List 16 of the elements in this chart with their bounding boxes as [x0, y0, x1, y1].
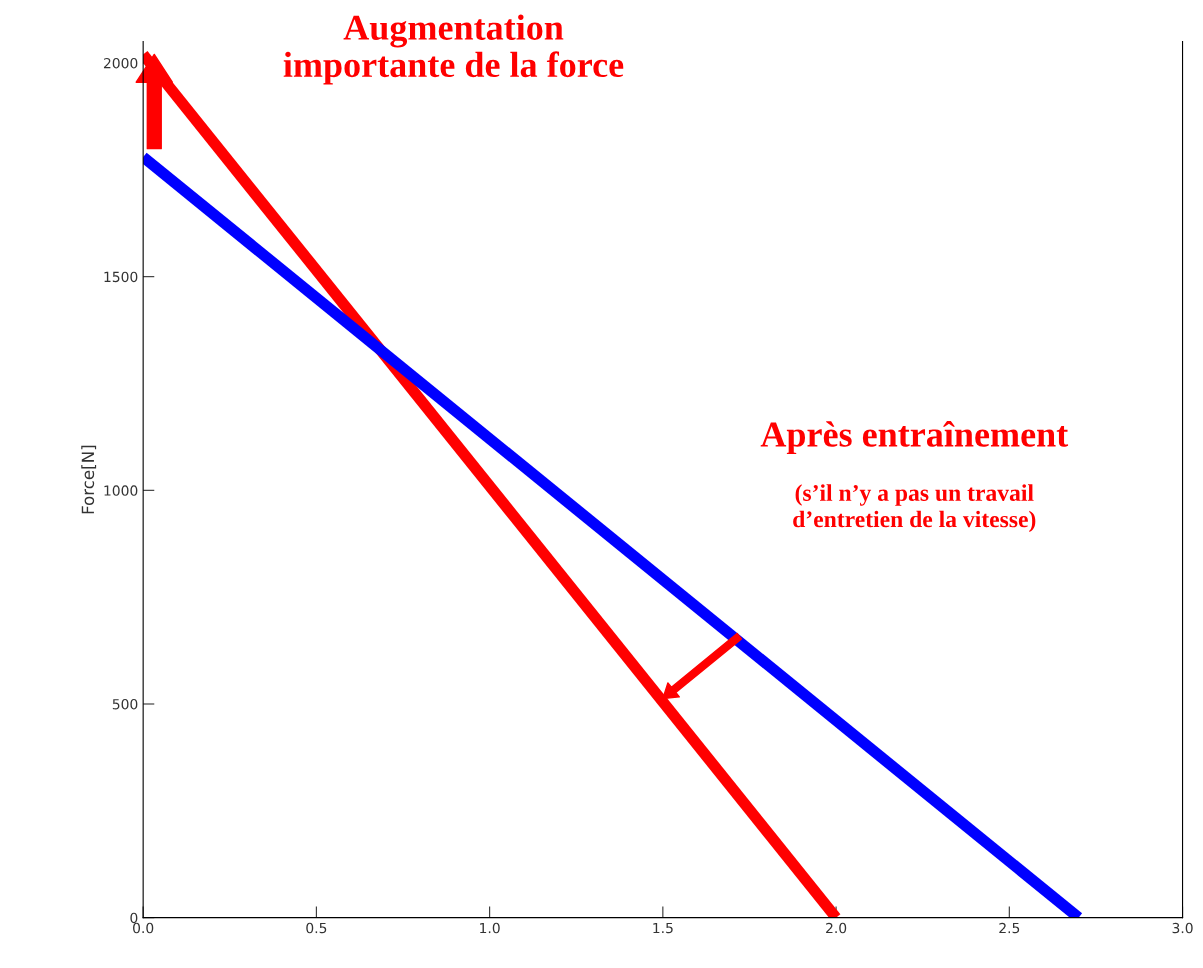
annotation: (s’il n’y a pas un travail d’entretien de la vitesse)	[793, 484, 1036, 533]
y-tick-label: 0	[130, 912, 138, 924]
y-tick-label: 2000	[103, 57, 138, 69]
y-axis-title: Force[N]	[81, 445, 97, 514]
x-tick-label: 3.0	[1172, 922, 1193, 934]
annotation: Augmentation importante de la force	[283, 14, 624, 85]
y-tick-label: 1500	[104, 271, 138, 283]
y-tick-label: 500	[112, 698, 138, 710]
x-tick-label: 1.5	[653, 922, 673, 934]
y-tick-label: 1000	[104, 485, 138, 496]
x-tick-label: 0.5	[306, 922, 327, 934]
x-tick-label: 2.0	[826, 922, 847, 934]
x-tick-label: 0.0	[133, 922, 154, 934]
x-tick-label: 2.5	[999, 922, 1020, 934]
x-tick-label: 1.0	[480, 922, 500, 934]
annotation: Après entraînement	[760, 420, 1069, 455]
